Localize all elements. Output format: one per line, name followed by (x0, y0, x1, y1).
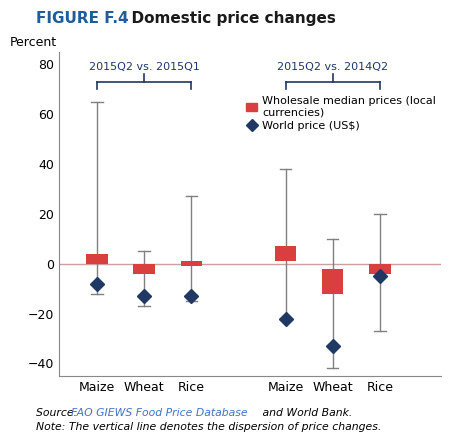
Text: 2015Q2 vs. 2015Q1: 2015Q2 vs. 2015Q1 (89, 62, 200, 72)
Text: FIGURE F.4: FIGURE F.4 (36, 11, 129, 26)
Bar (369, 264, 391, 273)
Text: 2015Q2 vs. 2014Q2: 2015Q2 vs. 2014Q2 (277, 62, 389, 72)
Bar (275, 246, 296, 261)
Legend: Wholesale median prices (local
currencies), World price (US$): Wholesale median prices (local currencie… (246, 96, 436, 131)
Text: Domestic price changes: Domestic price changes (121, 11, 335, 26)
Bar (181, 261, 202, 266)
Text: Percent: Percent (10, 35, 56, 48)
Text: Note: The vertical line denotes the dispersion of price changes.: Note: The vertical line denotes the disp… (36, 422, 382, 432)
Bar (133, 264, 155, 273)
Text: FAO GIEWS Food Price Database: FAO GIEWS Food Price Database (71, 408, 247, 418)
Bar (86, 254, 107, 264)
Bar (322, 269, 344, 294)
Text: Source:: Source: (36, 408, 81, 418)
Text: and World Bank.: and World Bank. (259, 408, 353, 418)
